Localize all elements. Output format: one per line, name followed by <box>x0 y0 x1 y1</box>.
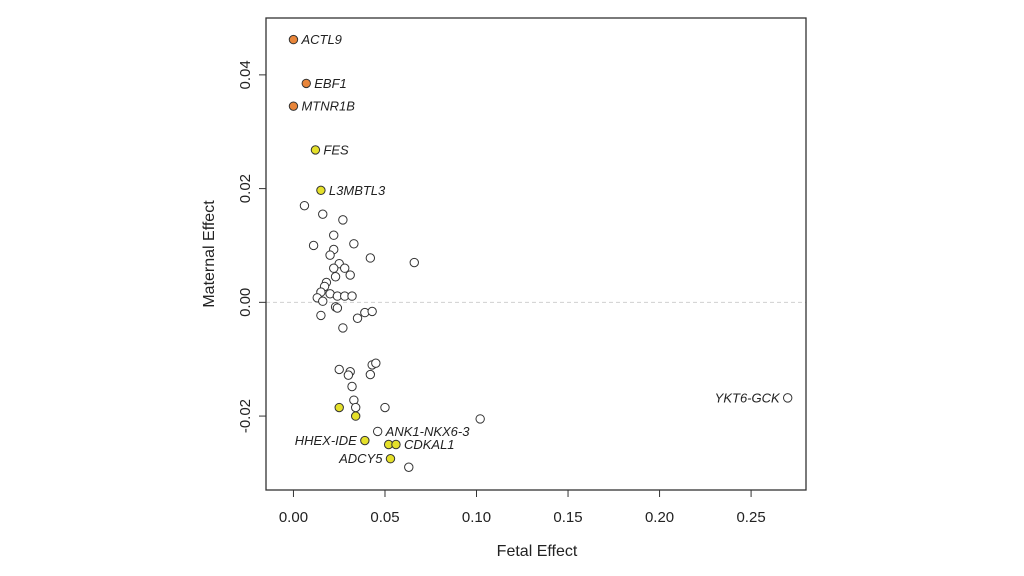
point-label: ADCY5 <box>338 451 383 466</box>
data-point <box>404 462 414 472</box>
data-point <box>347 381 357 392</box>
point-labels-layer: ACTL9 EBF1 MTNR1B FES L3MBTL3 ANK1-NKX6-3 HHEX… <box>295 32 781 466</box>
data-point <box>316 310 326 321</box>
data-point <box>345 270 355 280</box>
data-point <box>318 209 328 219</box>
data-point <box>310 145 321 155</box>
data-point <box>371 358 381 368</box>
data-point <box>367 306 377 317</box>
data-point <box>352 313 363 323</box>
data-point <box>332 303 343 313</box>
data-point <box>338 323 348 333</box>
data-point <box>330 272 341 282</box>
y-tick-label: 0.02 <box>237 174 254 203</box>
data-point <box>349 239 359 249</box>
point-label: L3MBTL3 <box>329 183 386 198</box>
data-point <box>391 439 401 450</box>
x-tick-label: 0.05 <box>370 509 399 526</box>
data-point <box>288 34 299 45</box>
data-point <box>329 263 339 273</box>
data-point <box>301 78 311 89</box>
x-tick-label: 0.10 <box>462 509 491 526</box>
x-tick-label: 0.25 <box>736 509 765 526</box>
point-label: EBF1 <box>314 76 347 91</box>
data-point <box>365 369 376 380</box>
data-point <box>475 414 485 424</box>
point-label: FES <box>323 142 349 157</box>
point-label: MTNR1B <box>301 99 355 114</box>
data-point <box>325 250 335 260</box>
data-point <box>334 402 344 413</box>
data-point <box>318 296 328 306</box>
point-label: CDKAL1 <box>404 437 455 452</box>
y-tick-label: 0.04 <box>237 60 254 89</box>
data-point <box>360 435 370 446</box>
axes-layer: 0.00 0.05 0.10 0.15 0.20 0.25 -0.02 0.00 0.02 0.0… <box>237 60 766 526</box>
data-point <box>334 364 344 375</box>
point-label: YKT6-GCK <box>715 390 781 405</box>
data-point <box>288 101 299 111</box>
data-point <box>340 263 350 273</box>
y-tick-label: -0.02 <box>237 399 254 433</box>
data-point <box>782 393 793 403</box>
data-point <box>409 257 419 268</box>
point-label: ACTL9 <box>300 32 341 47</box>
data-point <box>299 200 310 211</box>
x-tick-label: 0.20 <box>645 509 674 526</box>
data-point <box>380 402 390 413</box>
point-label: HHEX-IDE <box>295 433 357 448</box>
x-tick-label: 0.15 <box>553 509 582 526</box>
point-label: ANK1-NKX6-3 <box>385 424 471 439</box>
data-point <box>308 240 319 251</box>
data-point <box>329 230 339 240</box>
data-point <box>350 411 361 421</box>
x-tick-label: 0.00 <box>279 509 308 526</box>
data-point <box>343 370 354 380</box>
data-point <box>372 426 383 437</box>
data-point <box>316 185 326 196</box>
data-point <box>385 454 396 464</box>
data-point <box>338 215 348 225</box>
data-point <box>365 253 376 263</box>
plot-frame <box>265 17 807 491</box>
data-point <box>347 291 357 301</box>
x-axis-title: Fetal Effect <box>497 543 578 560</box>
y-tick-label: 0.00 <box>237 288 254 317</box>
y-axis-title: Maternal Effect <box>201 200 218 308</box>
data-point <box>350 402 361 413</box>
points-layer <box>288 34 793 472</box>
